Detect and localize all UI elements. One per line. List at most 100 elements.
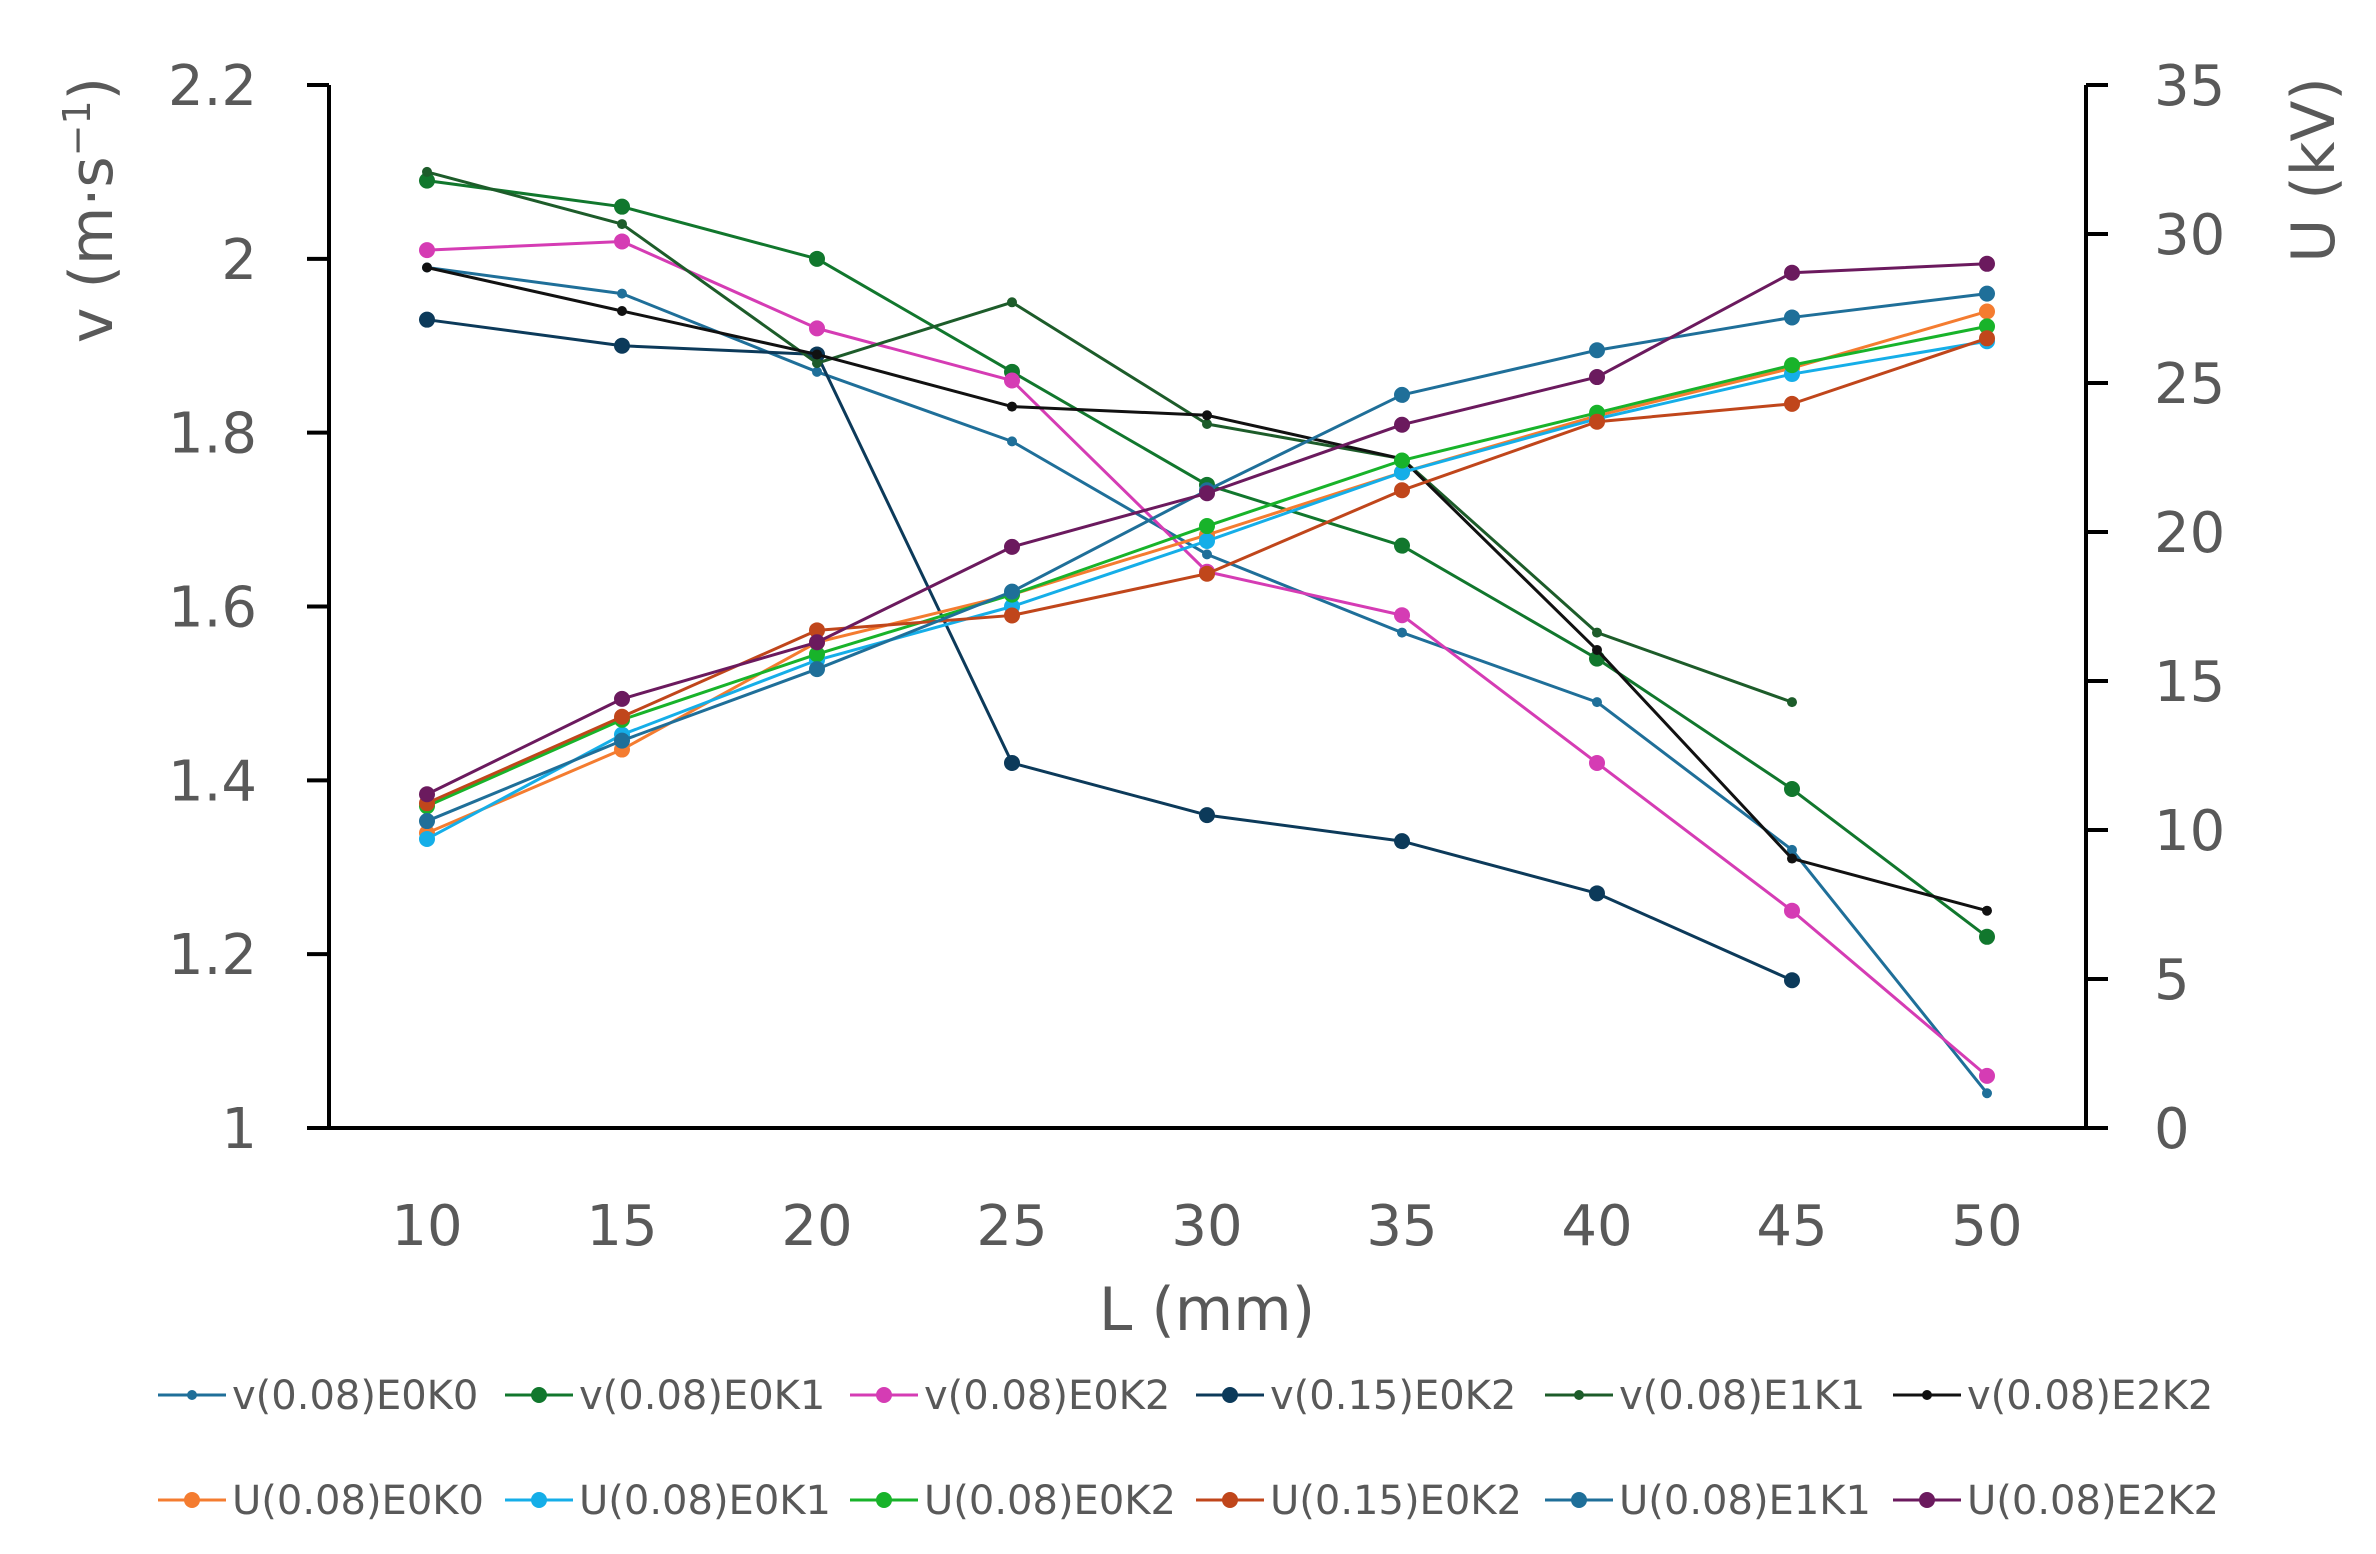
data-point bbox=[1004, 538, 1020, 555]
legend-swatch-marker bbox=[1222, 1492, 1238, 1508]
data-point bbox=[614, 337, 630, 354]
data-point bbox=[614, 732, 630, 749]
left-tick-label: 1.8 bbox=[168, 402, 257, 467]
data-point bbox=[422, 262, 432, 273]
legend-item: v(0.08)E2K2 bbox=[1893, 1373, 2213, 1419]
data-point bbox=[1004, 607, 1020, 624]
data-point bbox=[1784, 781, 1800, 798]
series-v(0.08)E2K2 bbox=[422, 262, 1992, 916]
series-line bbox=[426, 318, 1793, 982]
legend-item: U(0.08)E0K1 bbox=[505, 1478, 831, 1524]
legend-item: v(0.08)E0K2 bbox=[850, 1373, 1170, 1419]
data-point bbox=[1007, 401, 1017, 412]
legend-label: U(0.08)E1K1 bbox=[1619, 1478, 1871, 1524]
data-point bbox=[1007, 436, 1017, 447]
data-point bbox=[1979, 318, 1995, 335]
data-point bbox=[1589, 885, 1605, 902]
legend-item: U(0.08)E1K1 bbox=[1545, 1478, 1871, 1524]
legend-label: v(0.08)E0K0 bbox=[232, 1373, 478, 1419]
legend-item: U(0.08)E0K0 bbox=[158, 1478, 484, 1524]
data-point bbox=[1394, 452, 1410, 469]
legend-label: U(0.08)E2K2 bbox=[1967, 1478, 2219, 1524]
data-point bbox=[1202, 418, 1212, 429]
data-point bbox=[1784, 902, 1800, 919]
data-point bbox=[419, 813, 435, 830]
data-point bbox=[812, 349, 822, 360]
right-tick-label: 25 bbox=[2154, 352, 2225, 417]
legend-swatch-marker bbox=[531, 1492, 547, 1508]
x-axis-title: L (mm) bbox=[1099, 1275, 1315, 1345]
series-U(0.08)E2K2 bbox=[419, 255, 1995, 803]
right-tick-label: 20 bbox=[2154, 501, 2225, 566]
data-point bbox=[1394, 833, 1410, 850]
x-tick-label: 15 bbox=[586, 1194, 657, 1259]
data-point bbox=[1202, 549, 1212, 560]
series-line bbox=[426, 170, 1793, 704]
data-point bbox=[1592, 627, 1602, 638]
data-point bbox=[1787, 853, 1797, 864]
x-tick-label: 30 bbox=[1171, 1194, 1242, 1259]
tick-marks bbox=[307, 83, 2108, 1130]
data-point bbox=[1394, 416, 1410, 433]
legend-label: U(0.08)E0K0 bbox=[232, 1478, 484, 1524]
data-point bbox=[812, 358, 822, 369]
legend-label: v(0.08)E2K2 bbox=[1967, 1373, 2213, 1419]
legend-item: v(0.15)E0K2 bbox=[1196, 1373, 1516, 1419]
x-tick-label: 10 bbox=[391, 1194, 462, 1259]
data-point bbox=[809, 646, 825, 663]
series-v(0.08)E0K2 bbox=[419, 233, 1995, 1084]
series-v(0.08)E1K1 bbox=[422, 166, 1797, 708]
data-point bbox=[1979, 255, 1995, 272]
data-point bbox=[1982, 905, 1992, 916]
data-point bbox=[809, 661, 825, 678]
data-point bbox=[1394, 386, 1410, 403]
legend-swatch-marker bbox=[1922, 1390, 1932, 1400]
series-line bbox=[426, 239, 1988, 1077]
legend-label: v(0.08)E0K2 bbox=[924, 1373, 1170, 1419]
right-tick-label: 10 bbox=[2154, 799, 2225, 864]
legend-item: v(0.08)E0K1 bbox=[505, 1373, 825, 1419]
right-axis-title: U (kV) bbox=[2279, 77, 2349, 263]
legend-swatch-marker bbox=[1571, 1492, 1587, 1508]
data-point bbox=[1589, 754, 1605, 771]
data-point bbox=[1394, 464, 1410, 481]
legend-label: U(0.08)E0K1 bbox=[579, 1478, 831, 1524]
data-point bbox=[614, 708, 630, 725]
legend-label: v(0.08)E1K1 bbox=[1619, 1373, 1865, 1419]
data-point bbox=[1979, 285, 1995, 302]
data-point bbox=[614, 690, 630, 707]
legend-swatch-marker bbox=[531, 1387, 547, 1403]
legend-label: U(0.08)E0K2 bbox=[924, 1478, 1176, 1524]
x-tick-label: 35 bbox=[1366, 1194, 1437, 1259]
data-point bbox=[1784, 264, 1800, 281]
legend-item: U(0.08)E2K2 bbox=[1893, 1478, 2219, 1524]
data-point bbox=[1982, 1088, 1992, 1099]
right-tick-label: 35 bbox=[2154, 54, 2225, 119]
data-point bbox=[1787, 844, 1797, 855]
x-tick-label: 25 bbox=[976, 1194, 1047, 1259]
data-point bbox=[1592, 697, 1602, 708]
data-point bbox=[1199, 565, 1215, 582]
left-tick-label: 1.2 bbox=[168, 923, 257, 988]
data-point bbox=[614, 233, 630, 250]
left-axis-title-main: v (m·s bbox=[57, 156, 127, 343]
data-point bbox=[1199, 485, 1215, 502]
data-point bbox=[1784, 972, 1800, 989]
legend-swatch-marker bbox=[184, 1492, 200, 1508]
legend-label: v(0.15)E0K2 bbox=[1270, 1373, 1516, 1419]
data-point bbox=[1004, 754, 1020, 771]
legend-swatch-marker bbox=[1574, 1390, 1584, 1400]
data-point bbox=[1592, 644, 1602, 655]
legend: v(0.08)E0K0 v(0.08)E0K1 v(0.08)E0K2 v(0.15)… bbox=[158, 1373, 2219, 1524]
legend-label: v(0.08)E0K1 bbox=[579, 1373, 825, 1419]
data-point bbox=[1004, 372, 1020, 389]
legend-swatch-marker bbox=[876, 1387, 892, 1403]
left-tick-label: 2.2 bbox=[168, 54, 257, 119]
data-point bbox=[809, 320, 825, 337]
left-axis-title-close: ) bbox=[57, 77, 127, 100]
data-point bbox=[809, 622, 825, 639]
data-point bbox=[419, 172, 435, 189]
data-point bbox=[1589, 369, 1605, 386]
series-U(0.15)E0K2 bbox=[419, 330, 1995, 812]
